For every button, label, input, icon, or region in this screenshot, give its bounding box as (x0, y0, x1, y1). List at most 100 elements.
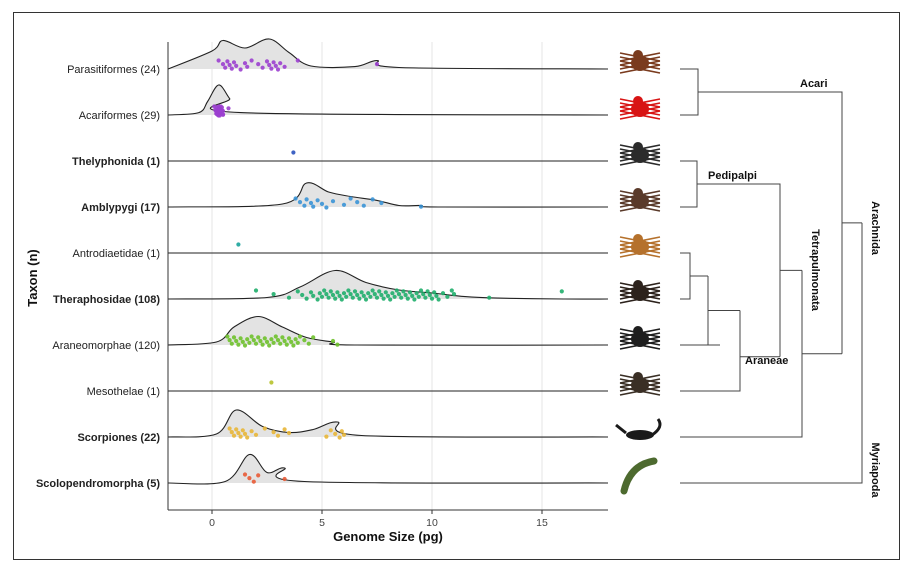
antrodiaetid-spider-icon (619, 234, 661, 258)
data-point (357, 296, 362, 301)
ridge-fill (168, 84, 608, 115)
data-point (289, 339, 294, 344)
data-point (445, 294, 450, 299)
data-point (487, 295, 492, 300)
ridge-line (167, 38, 609, 70)
data-point (227, 426, 232, 431)
data-point (451, 292, 457, 297)
data-point (227, 62, 232, 68)
data-point (344, 294, 349, 299)
data-point (242, 61, 248, 66)
mesothele-spider-icon (619, 372, 661, 396)
data-point (328, 289, 333, 294)
data-point (388, 297, 393, 302)
data-point (302, 203, 307, 208)
whip-scorpion-icon (619, 142, 661, 166)
data-point (236, 242, 241, 247)
data-point (346, 288, 351, 293)
row-labels: Parasitiformes (24) Acariformes (29) Thely… (36, 64, 160, 490)
data-point (361, 293, 366, 298)
data-point (234, 427, 239, 432)
data-point (260, 342, 265, 347)
data-point (253, 432, 259, 437)
data-point (311, 204, 316, 209)
data-point (225, 59, 230, 64)
data-point (335, 342, 340, 347)
data-point (247, 476, 252, 481)
data-point (379, 292, 384, 298)
data-point (260, 65, 265, 70)
data-point (282, 476, 287, 482)
whip-spider-icon (619, 188, 661, 212)
data-point (432, 290, 437, 295)
data-point (264, 339, 270, 344)
data-point (315, 198, 320, 203)
data-point (225, 334, 230, 339)
data-point (440, 291, 446, 296)
ridge-line (167, 269, 609, 300)
data-point (385, 293, 391, 298)
scorpion-icon (615, 418, 662, 440)
data-point (291, 343, 296, 348)
data-point (403, 292, 408, 298)
tick-icon (619, 50, 661, 74)
data-point (427, 292, 432, 298)
data-point (284, 342, 289, 347)
data-point (401, 289, 406, 294)
data-point (396, 292, 402, 297)
data-point (264, 59, 270, 64)
x-axis-title: Genome Size (pg) (333, 529, 443, 544)
data-point (333, 431, 338, 436)
data-point (368, 294, 373, 299)
data-point (295, 58, 300, 63)
data-point (348, 292, 353, 297)
data-point (330, 338, 336, 344)
data-point (355, 292, 360, 298)
data-point (293, 337, 298, 342)
data-point (319, 201, 325, 206)
data-point (223, 65, 228, 70)
data-point (247, 340, 252, 345)
data-point (229, 430, 234, 435)
data-point (229, 66, 234, 71)
data-point (355, 200, 360, 205)
data-point (275, 433, 281, 438)
row-label: Scorpiones (22) (77, 432, 160, 444)
data-point (245, 337, 250, 342)
data-point (293, 196, 298, 201)
data-point (359, 290, 364, 295)
data-point (245, 435, 250, 440)
data-points (212, 58, 564, 484)
data-point (425, 289, 430, 294)
data-point (271, 430, 276, 435)
data-point (249, 58, 254, 63)
data-point (278, 61, 283, 66)
data-point (253, 341, 259, 346)
data-point (234, 63, 239, 68)
data-point (370, 197, 375, 202)
data-point (337, 293, 342, 298)
data-point (242, 431, 248, 436)
data-point (352, 289, 358, 294)
data-point (220, 112, 226, 117)
data-point (434, 293, 439, 298)
data-point (262, 336, 267, 341)
data-point (418, 288, 424, 293)
data-point (300, 292, 305, 298)
data-point (297, 200, 303, 205)
ridge-fill (168, 38, 608, 69)
data-point (319, 294, 325, 299)
tree-branch (680, 160, 698, 208)
data-point (269, 380, 274, 385)
data-point (308, 200, 314, 206)
row-label: Scolopendromorpha (5) (36, 478, 160, 490)
data-point (231, 60, 237, 65)
data-point (341, 432, 347, 437)
phylogeny-tree: Acari Pedipalpi Araneae Tetrapulmonata Arach… (680, 68, 881, 498)
data-point (271, 340, 276, 345)
clade-label: Acari (800, 78, 828, 90)
data-point (251, 479, 256, 484)
data-point (374, 295, 380, 300)
data-point (326, 295, 331, 300)
data-point (282, 64, 287, 69)
